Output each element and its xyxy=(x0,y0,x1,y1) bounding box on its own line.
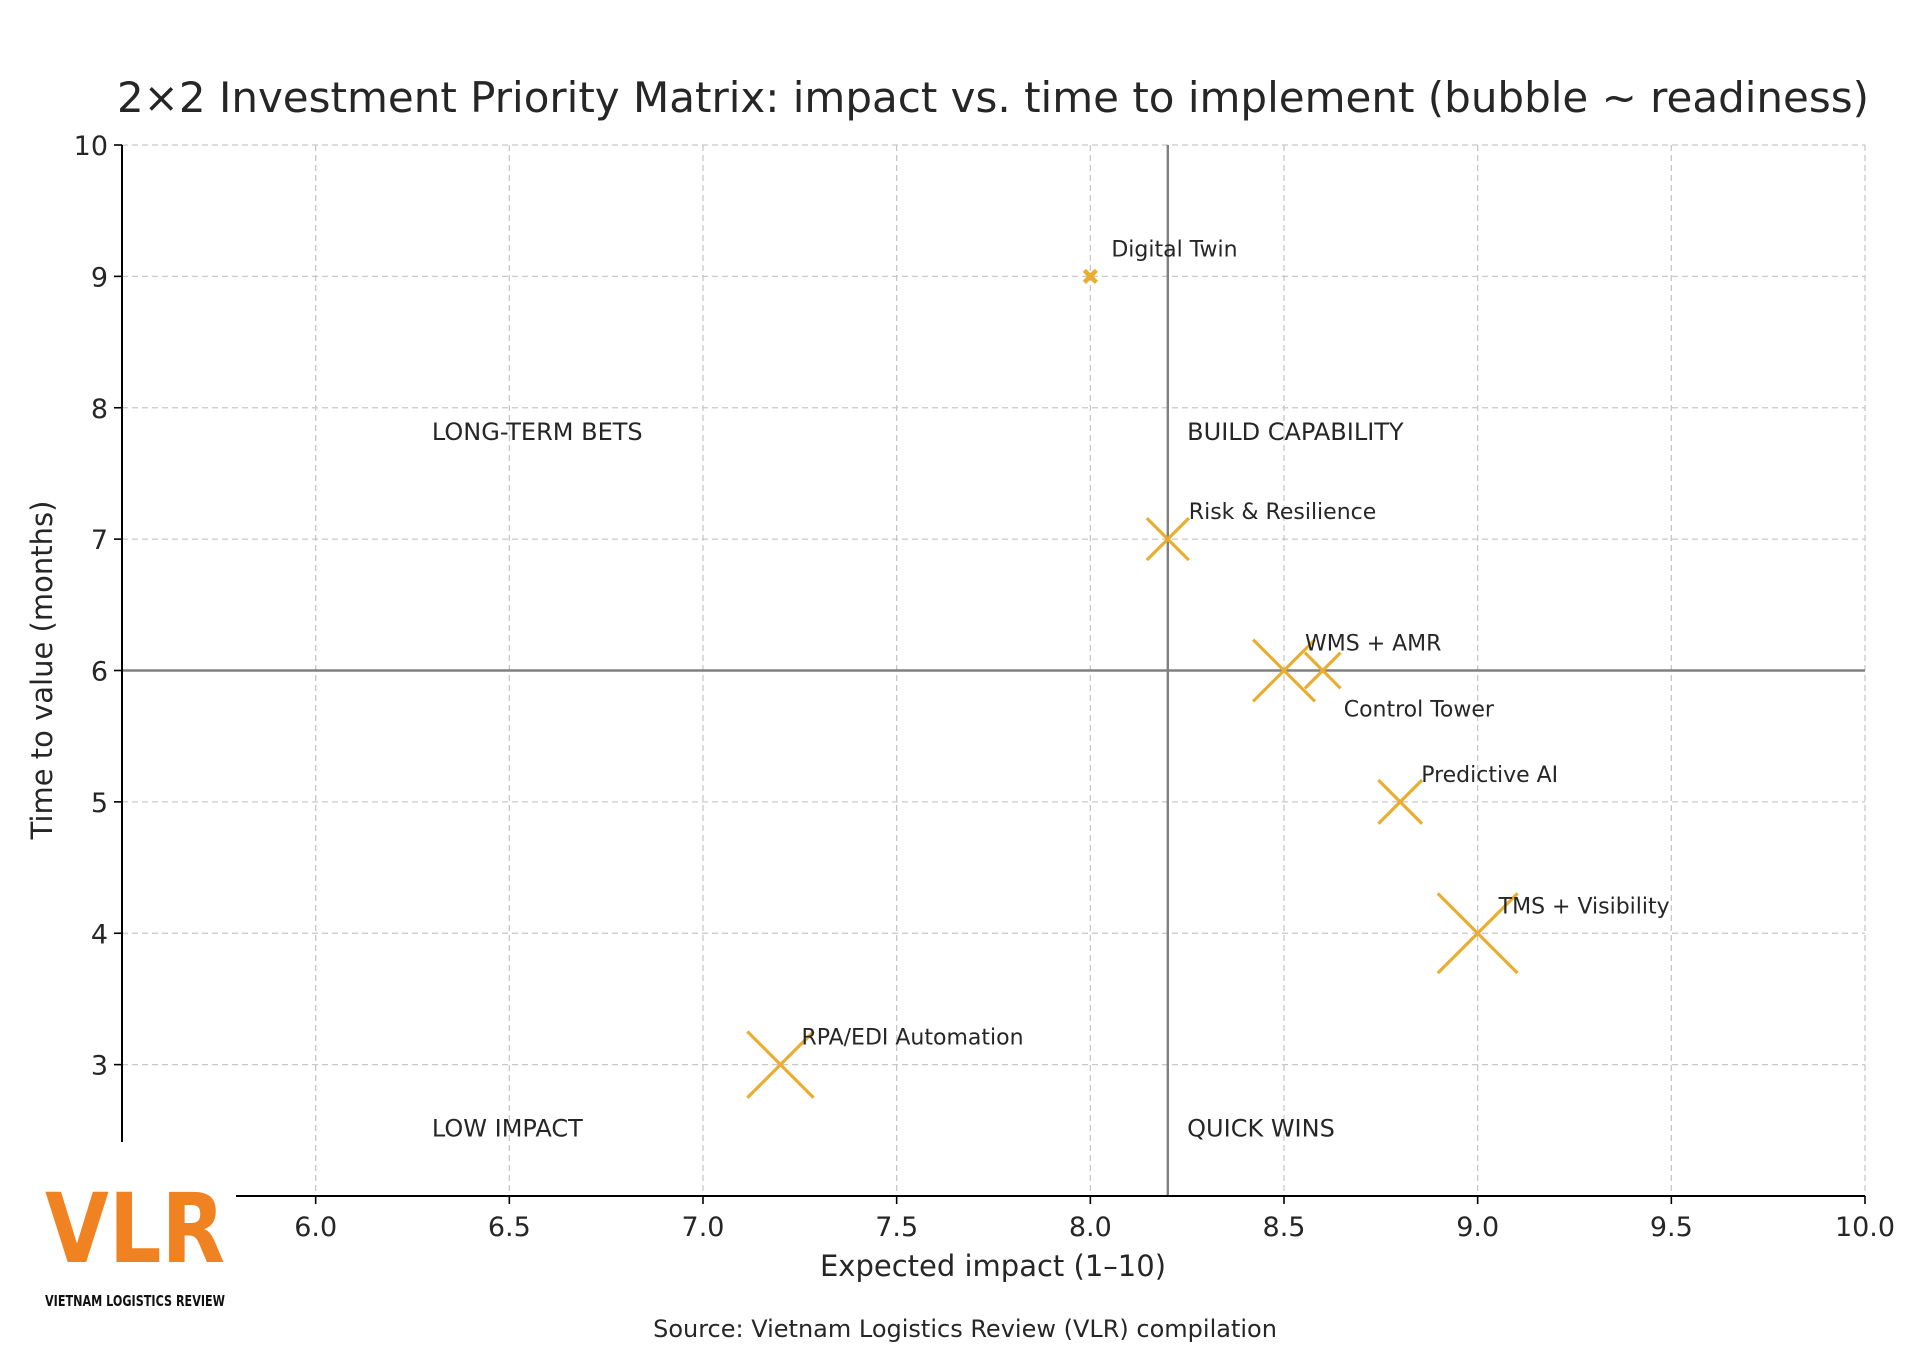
y-tick-label: 9 xyxy=(91,262,108,293)
data-point-marker xyxy=(1251,638,1317,703)
data-point-marker xyxy=(1145,516,1190,562)
data-point-label: Predictive AI xyxy=(1421,763,1558,788)
quadrant-labels: LONG-TERM BETS BUILD CAPABILITY LOW IMPACT… xyxy=(432,418,1404,1142)
quadrant-label: LONG-TERM BETS xyxy=(432,418,643,446)
data-point-label: Risk & Resilience xyxy=(1189,500,1376,525)
data-point-marker xyxy=(746,1030,815,1099)
y-tick-label: 8 xyxy=(91,394,108,425)
logo-background xyxy=(0,1142,236,1344)
x-marker-stroke xyxy=(1303,651,1342,690)
data-point-marker xyxy=(1377,778,1424,825)
x-marker-stroke xyxy=(1436,892,1519,975)
y-axis-label: Time to value (months) xyxy=(25,501,59,841)
x-tick-label: 7.5 xyxy=(875,1212,918,1243)
x-axis-label: Expected impact (1–10) xyxy=(820,1249,1166,1283)
x-marker-stroke xyxy=(746,1030,815,1099)
data-point-label: TMS + Visibility xyxy=(1498,894,1670,919)
y-tick-label: 4 xyxy=(91,919,108,950)
x-axis-ticks: 6.0 6.5 7.0 7.5 8.0 8.5 9.0 9.5 10.0 xyxy=(294,1196,1895,1243)
y-tick-label: 5 xyxy=(91,788,108,819)
x-tick-label: 8.0 xyxy=(1069,1212,1112,1243)
data-point-label: Digital Twin xyxy=(1111,237,1237,262)
y-axis-ticks: 3 4 5 6 7 8 9 10 xyxy=(74,131,122,1082)
reference-lines xyxy=(122,145,1865,1196)
x-tick-label: 9.5 xyxy=(1650,1212,1693,1243)
chart-title: 2×2 Investment Priority Matrix: impact v… xyxy=(117,73,1869,122)
data-point-label: Control Tower xyxy=(1344,698,1495,723)
x-tick-label: 7.0 xyxy=(682,1212,725,1243)
quadrant-label: QUICK WINS xyxy=(1187,1114,1335,1142)
x-marker-stroke xyxy=(1251,638,1317,703)
x-tick-label: 6.5 xyxy=(488,1212,531,1243)
y-tick-label: 6 xyxy=(91,657,108,688)
data-points: Digital Twin Risk & Resilience WMS + AMR Co… xyxy=(746,237,1670,1099)
data-point-label: WMS + AMR xyxy=(1305,632,1441,657)
vlr-logo-mark: VLR xyxy=(45,1173,225,1285)
x-tick-label: 10.0 xyxy=(1835,1212,1895,1243)
data-point-marker xyxy=(1436,892,1519,975)
vlr-logo-tagline: VIETNAM LOGISTICS REVIEW xyxy=(45,1292,225,1310)
y-tick-label: 3 xyxy=(91,1051,108,1082)
quadrant-label: LOW IMPACT xyxy=(432,1114,583,1142)
y-tick-label: 7 xyxy=(91,525,108,556)
vlr-logo: VLR VIETNAM LOGISTICS REVIEW xyxy=(0,1142,236,1344)
y-tick-label: 10 xyxy=(74,131,108,162)
source-note: Source: Vietnam Logistics Review (VLR) c… xyxy=(653,1315,1277,1343)
x-tick-label: 9.0 xyxy=(1456,1212,1499,1243)
x-marker-stroke xyxy=(1082,268,1098,284)
x-marker-stroke xyxy=(1377,778,1424,825)
quadrant-label: BUILD CAPABILITY xyxy=(1187,418,1404,446)
x-tick-label: 8.5 xyxy=(1263,1212,1306,1243)
data-point-marker xyxy=(1303,651,1342,690)
data-point-marker xyxy=(1082,268,1098,284)
data-point-label: RPA/EDI Automation xyxy=(801,1026,1023,1051)
x-tick-label: 6.0 xyxy=(294,1212,337,1243)
x-marker-stroke xyxy=(1145,516,1190,562)
